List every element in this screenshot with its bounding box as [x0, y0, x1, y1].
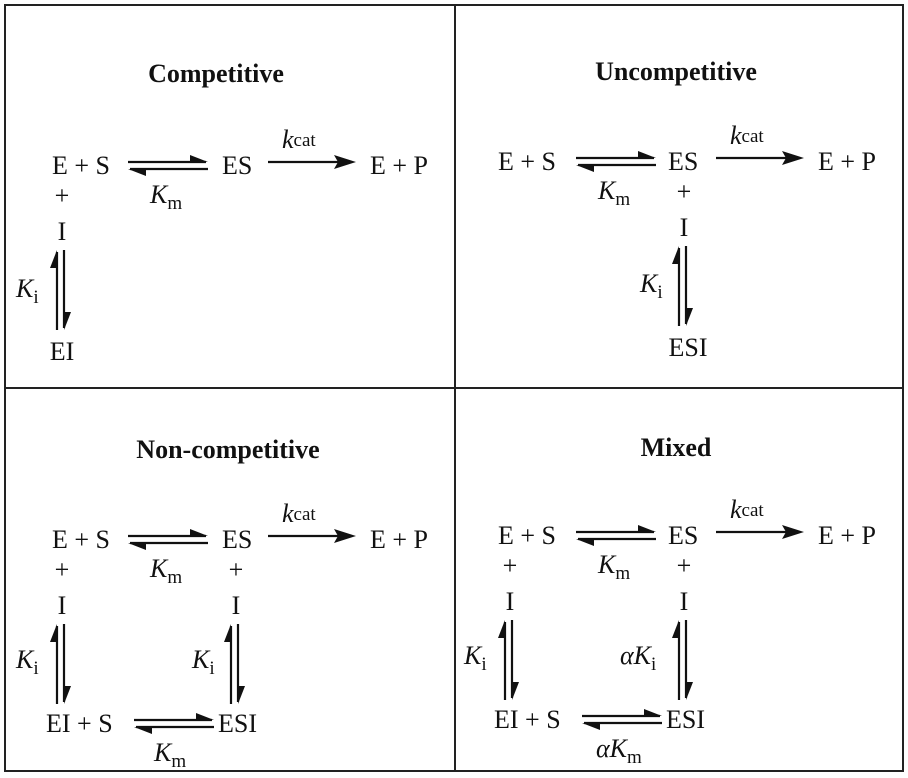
rate-kcat: kcat [282, 499, 316, 528]
rate-ki-right: Ki [191, 645, 215, 679]
equilibrium-arrow-bottom [580, 707, 664, 732]
equilibrium-arrow-bottom [132, 711, 216, 736]
species-es: ES [668, 521, 698, 550]
rate-kcat: kcat [730, 121, 764, 150]
rate-alpha-ki: αKi [620, 641, 656, 675]
species-esi: ESI [666, 705, 705, 734]
species-i-right: I [680, 587, 689, 616]
species-i-left: I [506, 587, 515, 616]
rate-ki-left: Ki [463, 641, 487, 675]
plus-sign-left: + [55, 555, 70, 584]
plus-sign: + [677, 177, 692, 206]
species-e-plus-p: E + P [818, 521, 876, 550]
rate-ki: Ki [639, 269, 663, 303]
species-i: I [680, 213, 689, 242]
reaction-arrow [714, 149, 806, 167]
rate-km: Km [149, 180, 182, 214]
reaction-arrow [714, 523, 806, 541]
rate-km: Km [597, 176, 630, 210]
species-e-plus-s: E + S [498, 147, 556, 176]
equilibrium-arrow-vertical-left [496, 618, 521, 702]
species-es: ES [668, 147, 698, 176]
equilibrium-arrow [126, 153, 210, 178]
species-i-left: I [58, 591, 67, 620]
panel-title: Non-competitive [136, 435, 319, 464]
panel-title: Uncompetitive [595, 57, 757, 86]
species-i: I [58, 217, 67, 246]
plus-sign-right: + [677, 551, 692, 580]
species-es: ES [222, 525, 252, 554]
rate-ki-left: Ki [15, 645, 39, 679]
species-e-plus-p: E + P [370, 151, 428, 180]
equilibrium-arrow [126, 527, 210, 552]
species-i-right: I [232, 591, 241, 620]
panel-title: Mixed [641, 433, 712, 462]
rate-kcat: kcat [730, 495, 764, 524]
reaction-arrow [266, 153, 358, 171]
species-e-plus-s: E + S [498, 521, 556, 550]
panel-noncompetitive: Non-competitive E + S ES E + P kcat Km +… [15, 435, 428, 772]
equilibrium-arrow-vertical [48, 248, 73, 332]
plus-sign-left: + [503, 551, 518, 580]
species-es: ES [222, 151, 252, 180]
rate-ki: Ki [15, 274, 39, 308]
plus-sign-right: + [229, 555, 244, 584]
rate-km-top: Km [149, 554, 182, 588]
equilibrium-arrow [574, 523, 658, 548]
species-e-plus-s: E + S [52, 525, 110, 554]
species-esi: ESI [218, 709, 257, 738]
rate-km: Km [597, 550, 630, 584]
equilibrium-arrow-vertical-left [48, 622, 73, 706]
species-esi: ESI [669, 333, 708, 362]
rate-alpha-km: αKm [596, 734, 642, 768]
species-e-plus-p: E + P [818, 147, 876, 176]
equilibrium-arrow-vertical-right [222, 622, 247, 706]
panel-competitive: Competitive E + S ES E + P kcat Km + I K… [15, 59, 428, 366]
equilibrium-arrow-vertical-right [670, 618, 695, 702]
panel-title: Competitive [148, 59, 284, 88]
panel-grid [4, 4, 904, 772]
equilibrium-arrow-vertical [670, 244, 695, 328]
species-e-plus-p: E + P [370, 525, 428, 554]
rate-km-bottom: Km [153, 738, 186, 772]
species-ei-plus-s: EI + S [46, 709, 113, 738]
rate-kcat: kcat [282, 125, 316, 154]
reaction-arrow [266, 527, 358, 545]
species-ei-plus-s: EI + S [494, 705, 561, 734]
panel-uncompetitive: Uncompetitive E + S ES E + P kcat Km + I… [498, 57, 876, 362]
equilibrium-arrow [574, 149, 658, 174]
species-e-plus-s: E + S [52, 151, 110, 180]
plus-sign: + [55, 181, 70, 210]
panel-mixed: Mixed E + S ES E + P kcat Km + I Ki + I … [463, 433, 876, 768]
species-ei: EI [50, 337, 75, 366]
